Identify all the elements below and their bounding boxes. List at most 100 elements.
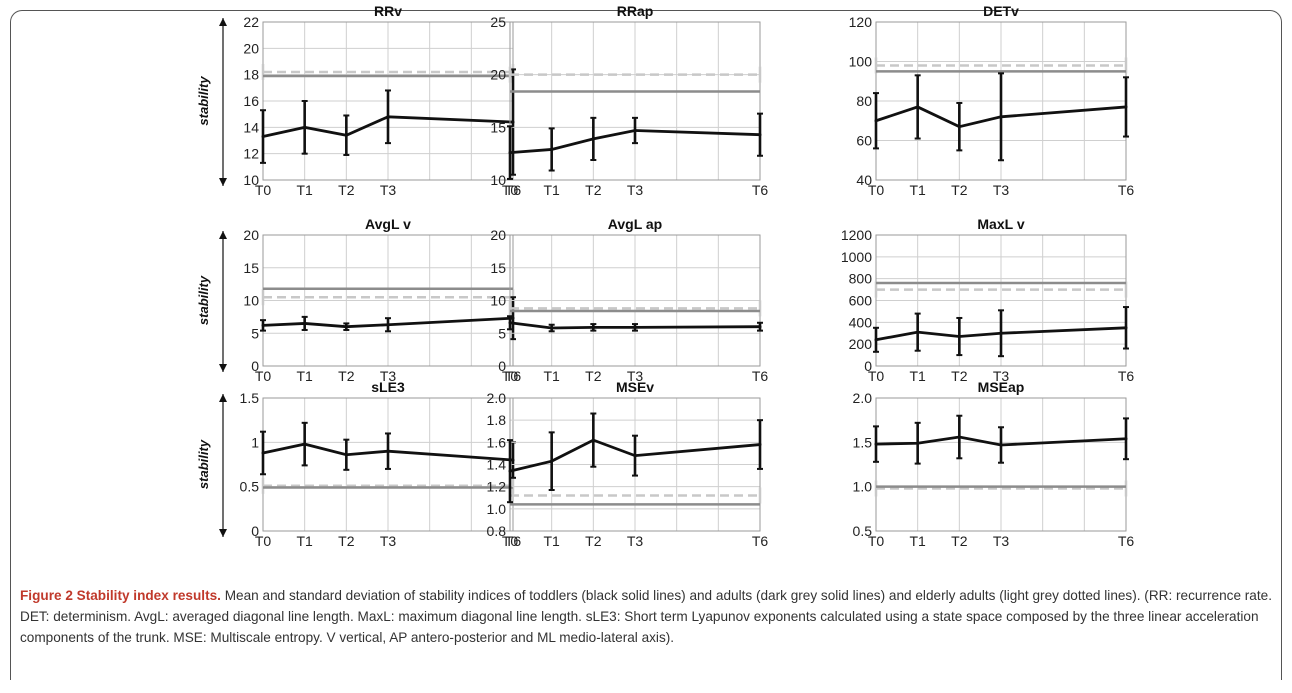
x-tick-label: T6	[752, 533, 769, 549]
chart-title: MaxL v	[977, 216, 1024, 232]
x-tick-label: T0	[255, 533, 272, 549]
x-tick-label: T3	[380, 533, 397, 549]
toddlers-point	[550, 459, 554, 463]
toddlers-point	[261, 135, 265, 139]
y-tick-label: 800	[849, 271, 873, 287]
x-tick-label: T0	[255, 368, 272, 384]
y-tick-label: 25	[490, 14, 506, 30]
y-tick-label: 1000	[841, 249, 872, 265]
y-tick-label: 10	[243, 172, 259, 188]
chart-title: MSEv	[616, 379, 654, 395]
x-tick-label: T1	[909, 368, 926, 384]
y-tick-label: 14	[243, 119, 259, 135]
y-tick-label: 100	[849, 54, 873, 70]
toddlers-point	[957, 435, 961, 439]
y-tick-label: 2.0	[853, 390, 873, 406]
toddlers-point	[874, 442, 878, 446]
toddlers-point	[916, 105, 920, 109]
x-tick-label: T1	[296, 533, 313, 549]
toddlers-point	[1124, 105, 1128, 109]
toddlers-point	[511, 458, 515, 462]
toddlers-point	[874, 119, 878, 123]
toddlers-point	[344, 133, 348, 137]
x-tick-label: T6	[1118, 368, 1135, 384]
x-tick-label: T6	[505, 182, 522, 198]
y-tick-label: 5	[498, 325, 506, 341]
y-tick-label: 18	[243, 67, 259, 83]
chart-title: RRv	[374, 3, 402, 19]
chart-msev: MSEv 0.8 1.0 1.2 1.4 1.6 1.8 2.0 T0 T1 T2 T3 T6	[487, 379, 769, 549]
x-tick-label: T6	[505, 368, 522, 384]
toddlers-point	[550, 326, 554, 330]
figure-caption: Figure 2 Stability index results. Mean a…	[20, 585, 1275, 648]
toddlers-point	[508, 469, 512, 473]
toddlers-point	[261, 323, 265, 327]
chart-title: DETv	[983, 3, 1019, 19]
y-tick-label: 0	[864, 358, 872, 374]
y-tick-label: 0.8	[487, 523, 507, 539]
toddlers-point	[633, 128, 637, 132]
chart-title: AvgL v	[365, 216, 411, 232]
toddlers-point	[758, 443, 762, 447]
toddlers-point	[344, 325, 348, 329]
x-tick-label: T2	[338, 368, 355, 384]
toddlers-point	[386, 449, 390, 453]
toddlers-point	[261, 451, 265, 455]
toddlers-point	[386, 115, 390, 119]
x-tick-label: T2	[951, 533, 968, 549]
x-tick-label: T2	[585, 533, 602, 549]
y-tick-label: 0	[251, 358, 259, 374]
toddlers-point	[591, 438, 595, 442]
y-tick-label: 1.6	[487, 434, 507, 450]
y-tick-label: 15	[243, 260, 259, 276]
y-tick-label: 1.2	[487, 479, 507, 495]
y-tick-label: 40	[856, 172, 872, 188]
y-tick-label: 22	[243, 14, 259, 30]
x-tick-label: T1	[909, 533, 926, 549]
toddlers-point	[591, 325, 595, 329]
toddlers-point	[758, 133, 762, 137]
chart-mseap: MSEap 0.5 1.0 1.5 2.0 T0 T1 T2 T3 T6	[853, 379, 1135, 549]
x-tick-label: T0	[502, 533, 519, 549]
x-tick-label: T6	[505, 533, 522, 549]
x-tick-label: T1	[296, 182, 313, 198]
stability-label-1: stability	[196, 76, 211, 126]
stability-arrow-down-3	[219, 529, 227, 537]
x-tick-label: T1	[909, 182, 926, 198]
stability-label-2: stability	[196, 275, 211, 325]
x-tick-label: T2	[951, 182, 968, 198]
chart-title: MSEap	[978, 379, 1025, 395]
y-tick-label: 2.0	[487, 390, 507, 406]
x-tick-label: T0	[502, 368, 519, 384]
toddlers-point	[633, 325, 637, 329]
toddlers-point	[999, 115, 1003, 119]
toddlers-point	[550, 147, 554, 151]
x-tick-label: T1	[543, 533, 560, 549]
toddlers-point	[344, 453, 348, 457]
x-tick-label: T3	[380, 182, 397, 198]
y-tick-label: 10	[490, 172, 506, 188]
x-tick-label: T1	[543, 368, 560, 384]
toddlers-point	[1124, 437, 1128, 441]
plot-border	[509, 21, 761, 181]
toddlers-point	[999, 443, 1003, 447]
toddlers-point	[916, 441, 920, 445]
toddlers-point	[511, 120, 515, 124]
y-tick-label: 20	[490, 227, 506, 243]
y-tick-label: 5	[251, 325, 259, 341]
y-tick-label: 1200	[841, 227, 872, 243]
toddlers-point	[957, 125, 961, 129]
stability-label-3: stability	[196, 439, 211, 489]
toddlers-point	[1124, 326, 1128, 330]
chart-title: AvgL ap	[608, 216, 662, 232]
x-tick-label: T2	[585, 368, 602, 384]
x-tick-label: T6	[1118, 533, 1135, 549]
x-tick-label: T0	[868, 533, 885, 549]
toddlers-point	[758, 325, 762, 329]
x-tick-label: T0	[255, 182, 272, 198]
stability-arrow-up-3	[219, 394, 227, 402]
stability-arrow-down-1	[219, 178, 227, 186]
y-tick-label: 120	[849, 14, 873, 30]
chart-detv: DETv 40 60 80 100 120 T0 T1 T2 T3 T6	[849, 3, 1135, 198]
caption-heading: Figure 2 Stability index results.	[20, 588, 221, 603]
